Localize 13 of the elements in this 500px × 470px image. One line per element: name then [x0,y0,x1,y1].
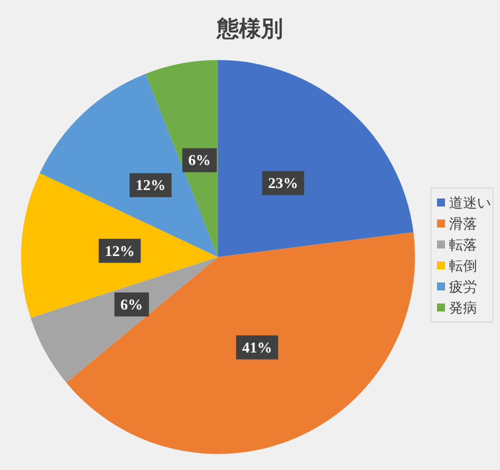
data-label: 12% [104,244,135,260]
data-label: 41% [242,340,272,356]
title: 態様別 [217,17,283,42]
legend-label: 転倒 [449,258,477,274]
legend-label: 疲労 [449,280,477,296]
legend-label: 道迷い [449,196,491,212]
legend-label: 発病 [449,300,477,316]
data-label: 23% [268,176,298,192]
legend-label: 滑落 [449,216,477,232]
data-label: 6% [120,297,143,314]
data-label: 12% [136,178,166,194]
legend-label: 転落 [449,238,477,254]
data-label: 6% [188,153,211,170]
